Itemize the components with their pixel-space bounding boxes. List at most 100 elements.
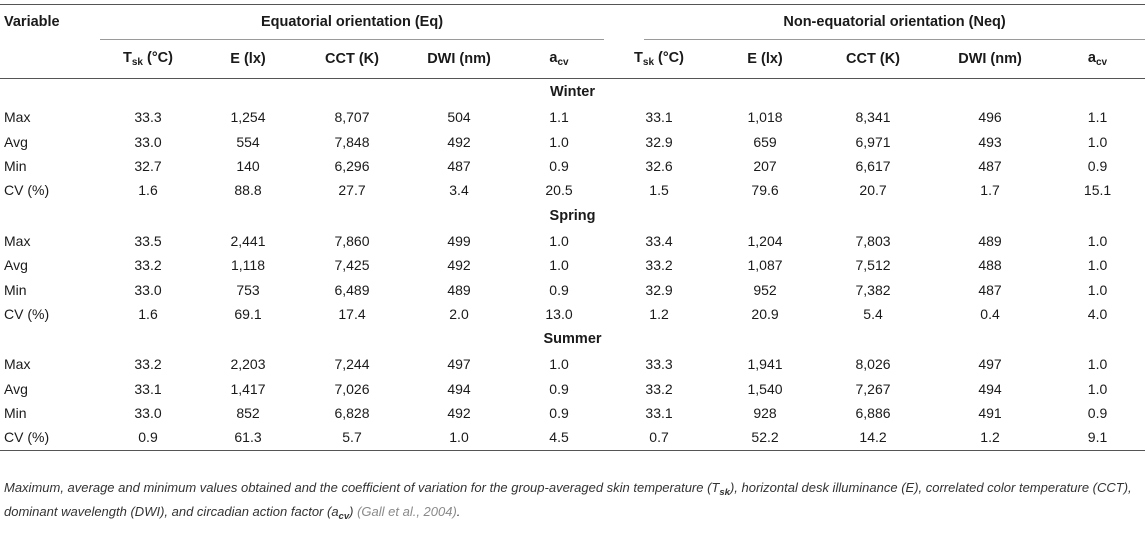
eq-tsk-cell: 1.6	[138, 182, 158, 199]
neq-e-cell: 207	[753, 157, 777, 174]
table-row: Avg 33.0 554 7,848 492 1.0 32.9 659 6,971 493 1.0	[0, 129, 1145, 153]
row-label: Avg	[4, 133, 28, 150]
neq-dwi-cell: 493	[978, 133, 1002, 150]
table-body: Winter Max 33.3 1,254 8,707 504 1.1 33.1 1,018 8,…	[0, 79, 1145, 451]
neq-dwi-cell: 488	[978, 257, 1002, 274]
eq-cct-cell: 7,848	[334, 133, 370, 150]
table-row: CV (%) 1.6 69.1 17.4 2.0 13.0 1.2 20.9 5.4 0.4 4.0	[0, 302, 1145, 326]
neq-e-cell: 20.9	[751, 305, 779, 322]
neq-acv-cell: 1.0	[1087, 257, 1108, 274]
neq-e-cell: 1,087	[747, 257, 783, 274]
eq-e-cell: 2,203	[230, 356, 266, 373]
neq-dwi-cell: 494	[978, 380, 1002, 397]
season-row: Winter	[0, 79, 1145, 106]
neq-dwi-cell: 491	[978, 405, 1002, 422]
table-row: Avg 33.2 1,118 7,425 492 1.0 33.2 1,087 7,512 488…	[0, 253, 1145, 277]
row-label: Max	[4, 109, 31, 126]
neq-tsk-cell: 33.2	[645, 257, 673, 274]
row-label: CV (%)	[4, 182, 50, 199]
eq-tsk-cell: 33.2	[134, 257, 162, 274]
season-row: Summer	[0, 326, 1145, 352]
table-row: Min 33.0 753 6,489 489 0.9 32.9 952 7,382 487 1.0	[0, 277, 1145, 301]
eq-acv-cell: 1.0	[549, 356, 569, 373]
neq-tsk-cell: 32.6	[645, 157, 673, 174]
neq-tsk-header: Tsk (°C)	[634, 50, 684, 68]
season-label: Summer	[543, 331, 602, 348]
neq-e-cell: 1,204	[747, 232, 783, 249]
neq-group-header: Non-equatorial orientation (Neq)	[644, 4, 1145, 40]
eq-dwi-header: DWI (nm)	[427, 51, 491, 67]
neq-acv-cell: 9.1	[1087, 429, 1108, 446]
neq-acv-cell: 15.1	[1083, 182, 1112, 199]
eq-acv-cell: 0.9	[549, 157, 569, 174]
eq-e-cell: 852	[236, 405, 260, 422]
row-label: Max	[4, 232, 31, 249]
table-row: Min 32.7 140 6,296 487 0.9 32.6 207 6,617 487 0.9	[0, 154, 1145, 178]
neq-cct-cell: 14.2	[859, 429, 887, 446]
neq-acv-cell: 1.0	[1087, 380, 1108, 397]
eq-cct-cell: 6,828	[334, 405, 370, 422]
eq-acv-cell: 1.0	[549, 232, 569, 249]
neq-tsk-cell: 33.1	[645, 109, 673, 126]
eq-e-cell: 61.3	[234, 429, 262, 446]
table-row: Max 33.5 2,441 7,860 499 1.0 33.4 1,204 7,803 489…	[0, 229, 1145, 253]
neq-cct-cell: 20.7	[859, 182, 887, 199]
eq-acv-cell: 1.1	[549, 109, 569, 126]
eq-cct-cell: 7,244	[334, 356, 370, 373]
neq-acv-cell: 1.0	[1087, 356, 1108, 373]
neq-dwi-header: DWI (nm)	[958, 51, 1022, 67]
neq-acv-cell: 1.1	[1087, 109, 1108, 126]
eq-e-cell: 554	[236, 133, 260, 150]
season-row: Spring	[0, 203, 1145, 229]
row-label: Min	[4, 405, 27, 422]
neq-dwi-cell: 487	[978, 157, 1002, 174]
eq-acv-cell: 13.0	[545, 305, 573, 322]
eq-acv-cell: 0.9	[549, 281, 569, 298]
eq-cct-cell: 7,026	[334, 380, 370, 397]
row-label: Avg	[4, 380, 28, 397]
eq-cct-cell: 7,860	[334, 232, 370, 249]
eq-cct-cell: 5.7	[342, 429, 362, 446]
neq-cct-cell: 8,341	[855, 109, 891, 126]
eq-group-header: Equatorial orientation (Eq)	[100, 4, 605, 40]
citation-link[interactable]: (Gall et al., 2004)	[357, 504, 457, 519]
neq-cct-cell: 6,886	[855, 405, 891, 422]
variable-header: Variable	[4, 14, 60, 31]
eq-tsk-cell: 1.6	[138, 305, 158, 322]
neq-cct-cell: 7,382	[855, 281, 891, 298]
eq-cct-cell: 7,425	[334, 257, 370, 274]
eq-cct-header: CCT (K)	[325, 51, 379, 67]
eq-dwi-cell: 492	[447, 133, 471, 150]
eq-cct-cell: 8,707	[334, 109, 370, 126]
neq-e-header: E (lx)	[747, 51, 783, 67]
row-label: Min	[4, 157, 27, 174]
row-label: Min	[4, 281, 27, 298]
eq-tsk-cell: 33.1	[134, 380, 162, 397]
eq-dwi-cell: 2.0	[449, 305, 469, 322]
neq-cct-cell: 6,617	[855, 157, 891, 174]
eq-tsk-cell: 33.0	[134, 281, 162, 298]
eq-tsk-cell: 33.0	[134, 405, 162, 422]
neq-e-cell: 659	[753, 133, 777, 150]
row-label: CV (%)	[4, 305, 50, 322]
eq-acv-cell: 0.9	[549, 405, 569, 422]
row-label: Max	[4, 356, 31, 373]
neq-e-cell: 1,018	[747, 109, 783, 126]
eq-dwi-cell: 1.0	[449, 429, 469, 446]
eq-cct-cell: 27.7	[338, 182, 366, 199]
neq-tsk-cell: 33.4	[645, 232, 673, 249]
eq-dwi-cell: 499	[447, 232, 471, 249]
eq-acv-cell: 20.5	[545, 182, 573, 199]
neq-dwi-cell: 489	[978, 232, 1002, 249]
table-row: Min 33.0 852 6,828 492 0.9 33.1 928 6,886 491 0.9	[0, 401, 1145, 425]
eq-tsk-cell: 33.3	[134, 109, 162, 126]
neq-acv-cell: 1.0	[1087, 232, 1108, 249]
season-label: Spring	[549, 207, 596, 224]
neq-tsk-cell: 32.9	[645, 281, 673, 298]
eq-dwi-cell: 494	[447, 380, 471, 397]
neq-dwi-cell: 0.4	[980, 305, 1000, 322]
row-label: Avg	[4, 257, 28, 274]
neq-acv-cell: 1.0	[1087, 133, 1108, 150]
neq-e-cell: 52.2	[751, 429, 779, 446]
